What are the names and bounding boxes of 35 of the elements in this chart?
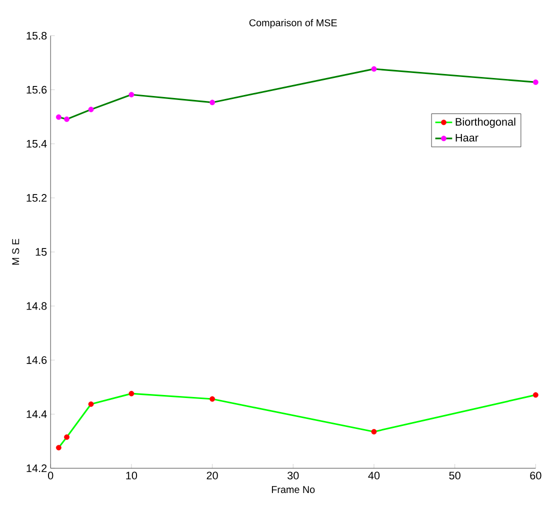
y-tick-label: 14.4 [26,410,47,418]
x-tick-label: 50 [449,472,460,480]
legend-label: Biorthogonal [456,118,516,128]
point [88,402,94,407]
point [56,445,62,450]
point [128,92,134,98]
y-tick-label: 15.6 [26,86,47,94]
point [532,80,538,85]
y-tick-label: 14.6 [26,356,47,364]
point [532,392,538,398]
x-tick-label: 20 [206,472,218,480]
point [56,114,62,120]
point [210,396,216,402]
y-tick-label: 15 [36,248,47,256]
point [64,116,70,122]
y-tick-label: 14.2 [26,464,47,472]
point [128,390,134,396]
x-tick-label: 0 [48,472,54,480]
legend-label: Haar [456,134,478,142]
x-tick-label: 60 [530,472,542,480]
y-tick-label: 15.4 [26,140,47,148]
point [64,434,70,440]
point [88,106,94,112]
x-tick-label: 10 [126,472,138,480]
point [210,100,216,106]
y-axis-title: M S E [12,239,20,265]
point [371,429,377,435]
y-tick-label: 15.2 [26,194,47,202]
x-axis-title: Frame No [272,486,315,494]
x-tick-label: 30 [288,472,299,480]
point [371,66,377,72]
chart-title: Comparison of MSE [249,19,337,28]
y-tick-label: 14.8 [26,302,47,310]
y-tick-label: 15.8 [26,32,47,40]
x-tick-label: 40 [368,472,380,480]
